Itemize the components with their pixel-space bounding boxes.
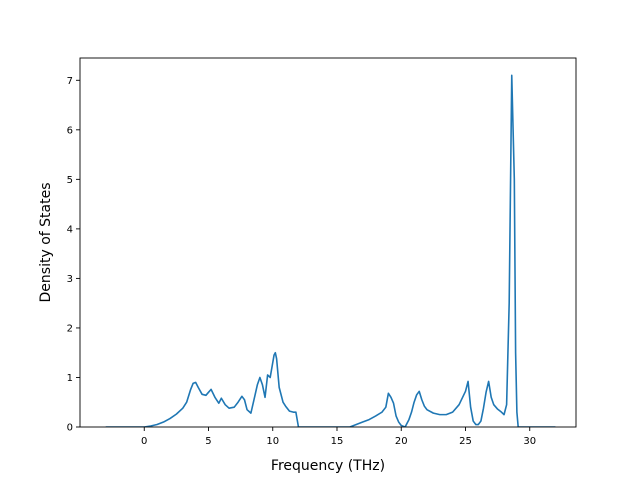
plot-area (79, 57, 577, 428)
x-tick-label: 15 (331, 436, 344, 447)
y-tick-label: 2 (67, 323, 73, 334)
y-tick-label: 7 (67, 76, 73, 87)
y-axis-label: Density of States (38, 183, 54, 303)
x-tick-label: 30 (523, 436, 536, 447)
y-tick-label: 5 (67, 175, 73, 186)
x-axis-label: Frequency (THz) (271, 458, 385, 474)
y-tick-label: 0 (67, 423, 73, 434)
x-tick-label: 5 (205, 436, 211, 447)
y-tick-label: 1 (67, 373, 73, 384)
axes-frame (79, 57, 577, 428)
x-tick-label: 25 (459, 436, 472, 447)
y-axis-ticks: 0 1 2 3 4 5 6 7 (67, 76, 80, 434)
x-tick-label: 20 (395, 436, 408, 447)
y-tick-label: 3 (67, 274, 73, 285)
x-tick-label: 0 (141, 436, 147, 447)
dos-series-line-0 (105, 74, 556, 427)
x-tick-label: 10 (266, 436, 279, 447)
y-tick-label: 6 (67, 125, 73, 136)
x-axis-ticks: 0 5 10 15 20 25 30 (141, 427, 536, 447)
y-tick-label: 4 (67, 224, 73, 235)
